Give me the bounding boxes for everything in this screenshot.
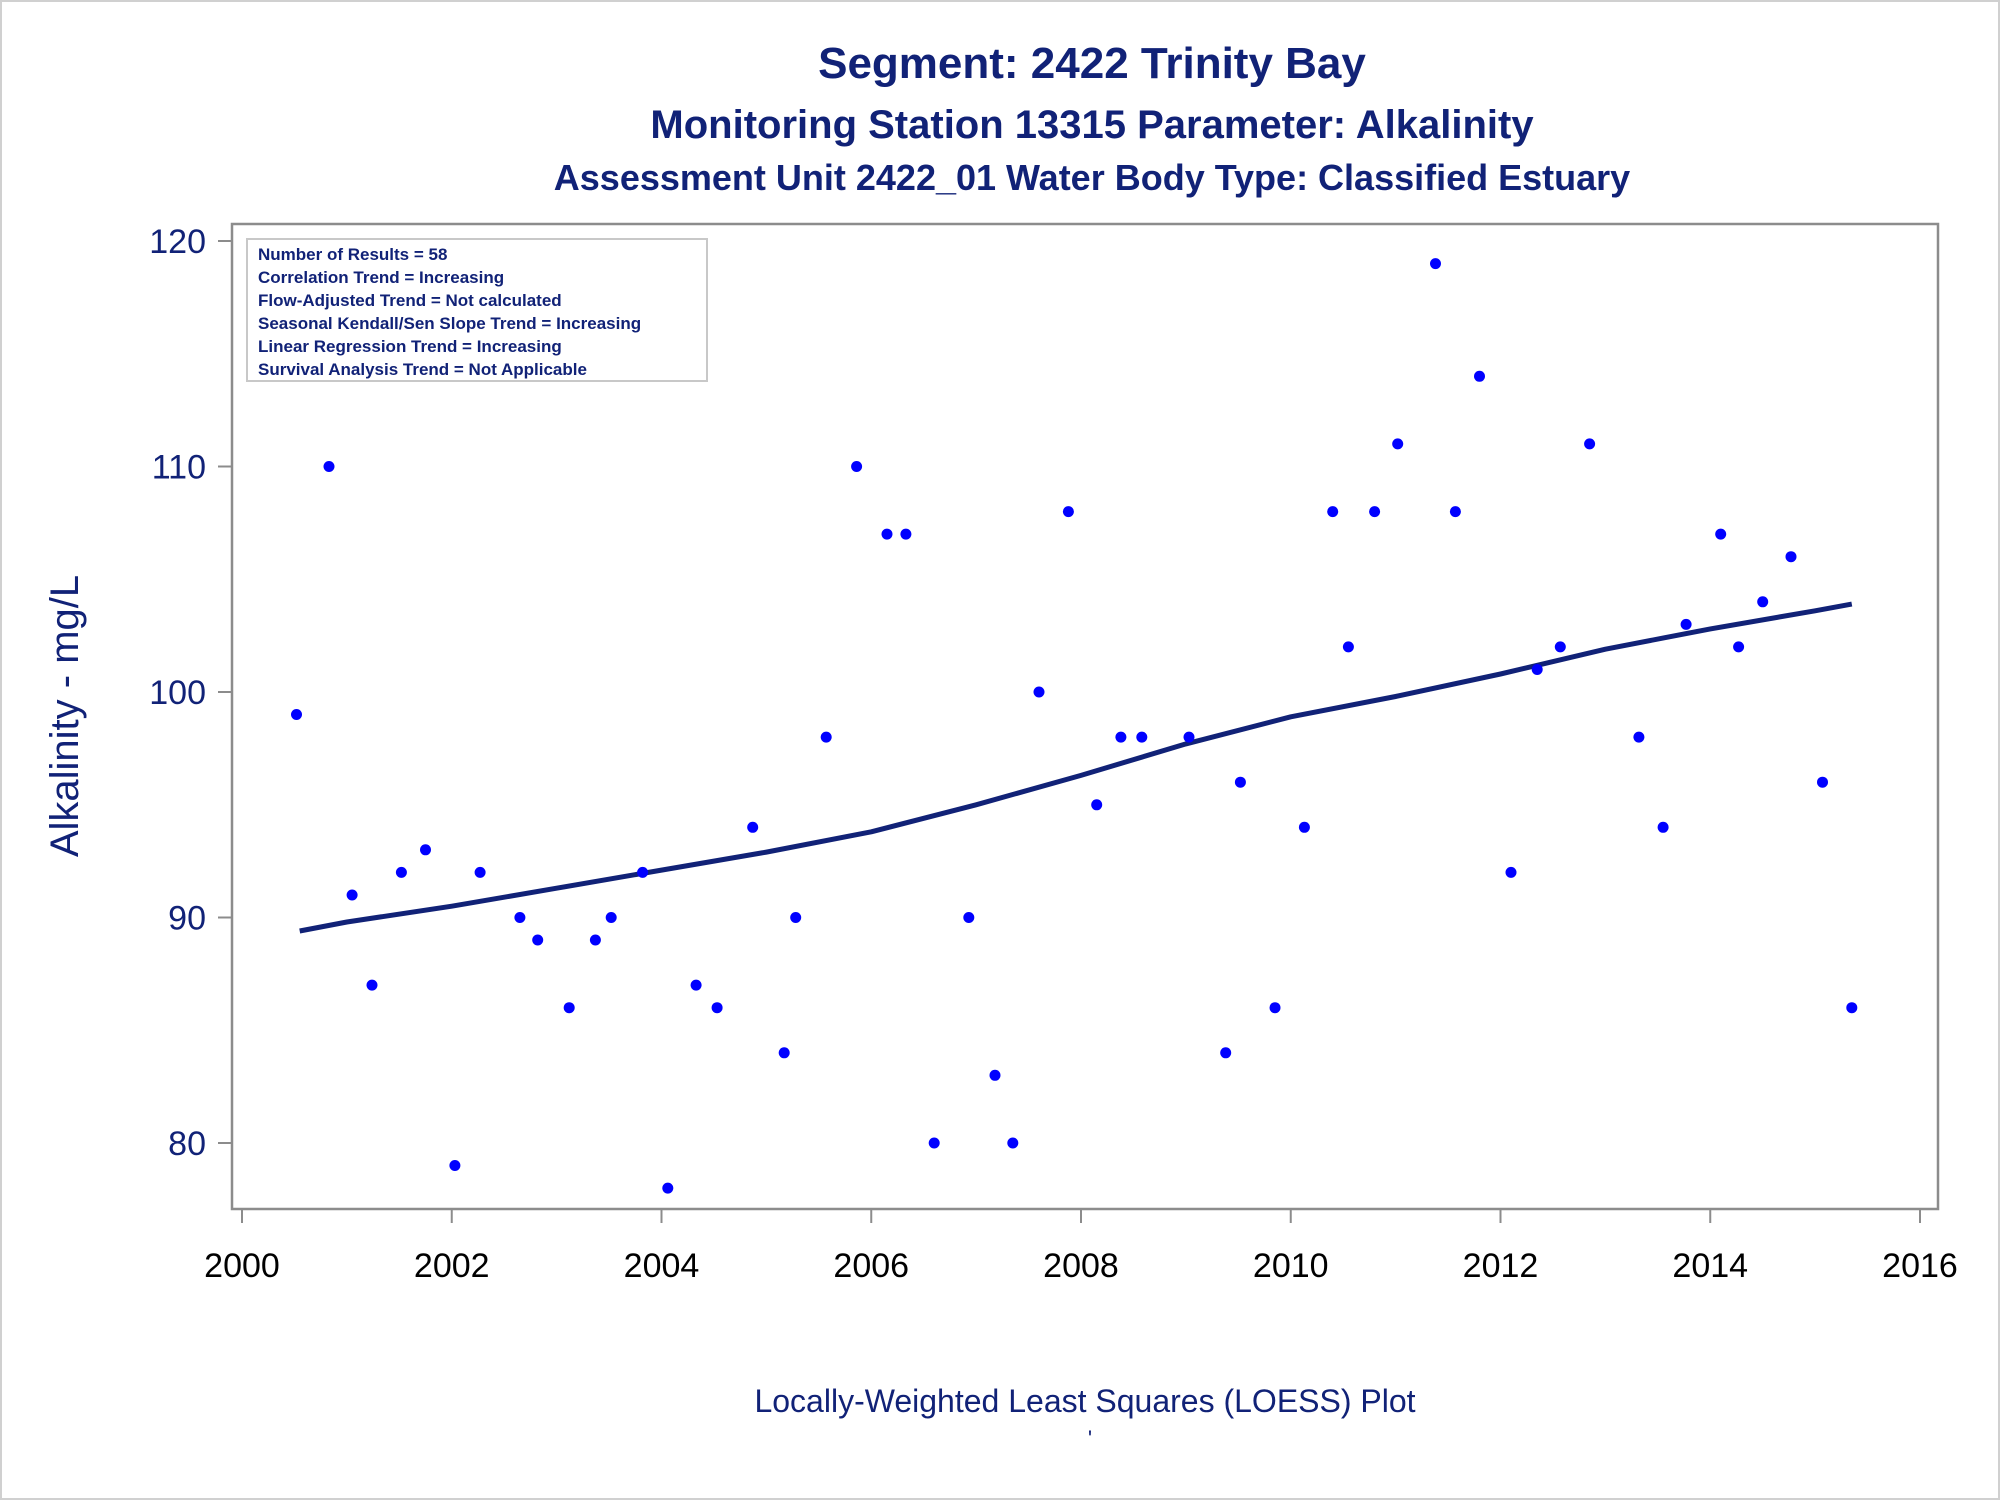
data-point — [747, 821, 759, 833]
stats-box: Number of Results = 58 Correlation Trend… — [246, 238, 708, 382]
data-point — [366, 979, 378, 991]
chart-subtitle: Monitoring Station 13315 Parameter: Alka… — [650, 103, 1534, 147]
stats-number-of-results: Number of Results = 58 — [258, 245, 447, 264]
data-point — [711, 1002, 723, 1014]
loess-series — [299, 601, 1853, 934]
data-point — [1584, 438, 1596, 450]
data-point — [1733, 641, 1745, 653]
y-axis: 80 90 100 110 120 — [149, 223, 232, 1163]
data-point — [1430, 258, 1441, 270]
x-tick-label: 2012 — [1463, 1247, 1539, 1285]
y-tick-label: 120 — [149, 223, 206, 261]
data-point — [1183, 731, 1195, 743]
data-point — [514, 912, 526, 923]
data-point — [474, 866, 486, 878]
data-point — [563, 1002, 575, 1014]
y-tick-label: 100 — [149, 674, 206, 712]
data-point — [346, 889, 358, 901]
data-point — [1633, 731, 1645, 743]
data-point — [1136, 731, 1148, 743]
data-point — [637, 866, 649, 878]
data-point — [963, 912, 975, 923]
data-point — [1115, 731, 1127, 743]
x-tick-label: 2014 — [1672, 1247, 1748, 1285]
stats-flow-adjusted-trend: Flow-Adjusted Trend = Not calculated — [258, 291, 562, 310]
stats-linear-regression-trend: Linear Regression Trend = Increasing — [258, 337, 562, 356]
data-point — [1531, 664, 1543, 675]
data-point — [1757, 596, 1769, 608]
x-tick-label: 2010 — [1253, 1247, 1329, 1285]
data-point — [449, 1160, 461, 1171]
x-tick-label: 2008 — [1043, 1247, 1119, 1285]
data-point — [1033, 686, 1045, 698]
data-point — [1785, 551, 1797, 563]
stats-correlation-trend: Correlation Trend = Increasing — [258, 268, 504, 287]
data-point — [989, 1069, 1001, 1081]
data-point — [1091, 799, 1103, 811]
footnote-mark: ' — [1088, 1426, 1092, 1451]
data-point — [1369, 506, 1381, 518]
scatter-series — [291, 258, 1858, 1194]
data-point — [1715, 528, 1727, 540]
data-point — [1392, 438, 1404, 450]
stats-survival-analysis-trend: Survival Analysis Trend = Not Applicable — [258, 360, 587, 379]
x-tick-label: 2002 — [414, 1247, 490, 1285]
chart-subtitle-2: Assessment Unit 2422_01 Water Body Type:… — [554, 157, 1630, 198]
footnote: Locally-Weighted Least Squares (LOESS) P… — [754, 1383, 1415, 1419]
data-point — [1269, 1002, 1281, 1014]
data-point — [1062, 506, 1074, 518]
y-axis-label: Alkalinity - mg/L — [43, 575, 87, 857]
data-point — [1680, 618, 1692, 630]
data-point — [851, 461, 863, 472]
x-axis: 2000 2002 2004 2006 2008 2010 2012 2014 2016 — [204, 1209, 1958, 1285]
data-point — [690, 979, 702, 991]
data-point — [1474, 370, 1485, 382]
y-tick-label: 80 — [168, 1125, 206, 1163]
data-point — [1327, 506, 1339, 518]
data-point — [291, 709, 302, 720]
data-point — [1817, 776, 1828, 788]
data-point — [1298, 821, 1310, 833]
y-tick-label: 110 — [152, 449, 206, 487]
data-point — [790, 912, 802, 923]
data-point — [323, 461, 335, 472]
y-tick-label: 90 — [168, 900, 206, 938]
data-point — [532, 934, 544, 946]
data-point — [900, 528, 912, 540]
data-point — [605, 912, 617, 923]
data-point — [1449, 506, 1461, 518]
data-point — [820, 731, 832, 743]
x-tick-label: 2016 — [1882, 1247, 1958, 1285]
data-point — [1505, 866, 1517, 878]
data-point — [778, 1047, 790, 1059]
data-point — [1220, 1047, 1232, 1059]
data-point — [420, 844, 431, 856]
data-point — [1846, 1002, 1858, 1014]
x-tick-label: 2006 — [833, 1247, 909, 1285]
data-point — [1007, 1137, 1019, 1149]
chart-title: Segment: 2422 Trinity Bay — [818, 39, 1366, 88]
data-point — [1657, 821, 1669, 833]
x-tick-label: 2004 — [624, 1247, 700, 1285]
data-point — [1342, 641, 1354, 653]
data-point — [589, 934, 601, 946]
x-tick-label: 2000 — [204, 1247, 280, 1285]
data-point — [1234, 776, 1246, 788]
data-point — [1554, 641, 1566, 653]
data-point — [395, 866, 407, 878]
data-point — [881, 528, 893, 540]
loess-line — [299, 601, 1853, 934]
data-point — [928, 1137, 940, 1149]
stats-seasonal-kendall-trend: Seasonal Kendall/Sen Slope Trend = Incre… — [258, 314, 641, 333]
data-point — [662, 1182, 674, 1194]
plot-area — [230, 222, 1940, 1211]
stats-box-border — [246, 238, 708, 382]
